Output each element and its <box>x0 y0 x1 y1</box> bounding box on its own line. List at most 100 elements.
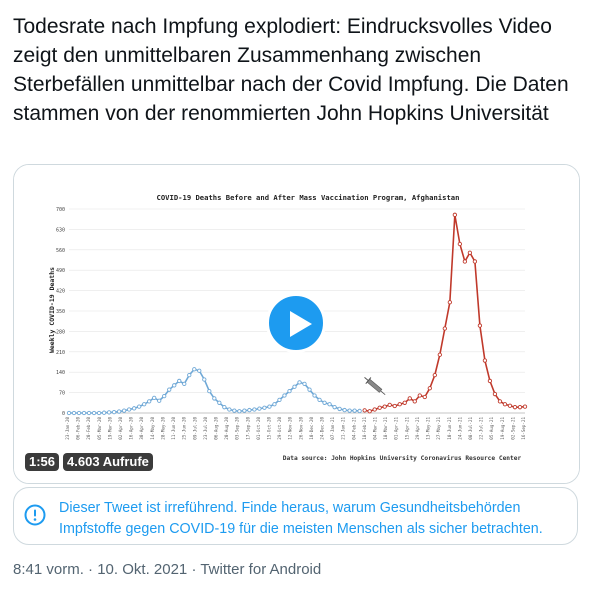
chart-data-point <box>512 405 518 410</box>
tweet-date[interactable]: 10. Okt. 2021 <box>97 561 188 578</box>
chart-data-point <box>342 407 347 413</box>
chart-data-point <box>126 407 132 412</box>
chart-data-point <box>66 410 72 416</box>
chart-y-tick-label: 140 <box>56 370 65 376</box>
chart-y-tick-label: 350 <box>56 309 65 315</box>
chart-video-frame: COVID-19 Deaths Before and After Mass Va… <box>14 165 579 483</box>
chart-data-point <box>76 410 82 416</box>
chart-x-tick-label: 06-Feb-20 <box>76 417 81 440</box>
chart-x-tick-label: 23-Jan-20 <box>65 417 70 440</box>
chart-data-point <box>177 378 182 384</box>
chart-data-point <box>482 358 488 363</box>
tweet-metadata: 8:41 vorm. · 10. Okt. 2021 · Twitter for… <box>13 561 321 578</box>
tweet-text: Todesrate nach Impfung explodiert: Eindr… <box>13 15 569 125</box>
video-player[interactable]: COVID-19 Deaths Before and After Mass Va… <box>13 164 580 484</box>
chart-data-point <box>257 406 262 411</box>
chart-x-tick-label: 07-Jan-21 <box>330 417 335 440</box>
chart-data-point <box>382 404 387 409</box>
chart-data-point <box>272 402 277 407</box>
chart-data-point <box>212 396 217 401</box>
chart-data-point <box>332 405 337 410</box>
chart-x-tick-label: 29-Oct-20 <box>277 417 282 440</box>
chart-data-point <box>121 408 127 413</box>
chart-data-point <box>437 352 442 357</box>
chart-x-tick-label: 30-Apr-20 <box>139 417 144 440</box>
chart-data-point <box>477 323 483 328</box>
chart-data-point <box>292 384 297 389</box>
chart-data-point <box>192 367 197 372</box>
chart-data-point <box>462 259 468 264</box>
chart-data-point <box>322 400 327 405</box>
play-button[interactable] <box>266 293 326 353</box>
chart-data-point <box>377 405 382 410</box>
chart-x-tick-label: 17-Sep-20 <box>245 417 250 440</box>
chart-data-point <box>172 383 177 388</box>
chart-data-point <box>137 404 142 409</box>
chart-x-tick-label: 12-Nov-20 <box>288 417 293 440</box>
chart-data-point <box>472 259 478 264</box>
chart-data-point <box>242 408 247 413</box>
chart-x-tick-label: 02-Sep-21 <box>510 417 515 440</box>
chart-data-point <box>327 402 332 407</box>
chart-x-tick-label: 06-Aug-20 <box>213 417 218 440</box>
chart-x-tick-label: 23-Jul-20 <box>203 417 208 440</box>
chart-x-tick-label: 20-Aug-20 <box>224 417 229 440</box>
chart-x-tick-label: 19-Aug-21 <box>500 417 505 440</box>
chart-data-point <box>267 404 272 409</box>
chart-data-point <box>347 408 352 413</box>
chart-data-point <box>422 394 427 400</box>
chart-data-point <box>412 399 417 404</box>
chart-data-point <box>397 402 402 407</box>
chart-data-point <box>452 212 457 217</box>
chart-x-tick-label: 10-Dec-20 <box>309 417 314 440</box>
chart-y-tick-label: 490 <box>56 268 65 274</box>
chart-data-point <box>277 397 282 403</box>
misleading-notice-text[interactable]: Dieser Tweet ist irreführend. Finde hera… <box>59 500 543 537</box>
chart-data-point <box>71 410 77 416</box>
misleading-notice[interactable]: Dieser Tweet ist irreführend. Finde hera… <box>13 487 578 545</box>
chart-data-point <box>392 403 397 409</box>
chart-data-point <box>252 407 257 412</box>
chart-x-tick-label: 05-Aug-21 <box>489 417 494 440</box>
chart-x-tick-label: 03-Sep-20 <box>235 417 240 440</box>
chart-data-point <box>357 408 362 414</box>
chart-data-point <box>157 398 162 403</box>
chart-data-point <box>402 400 407 405</box>
chart-x-tick-label: 26-Nov-20 <box>298 417 303 440</box>
chart-data-point <box>492 391 498 397</box>
chart-data-point <box>96 410 102 416</box>
chart-x-tick-label: 15-Apr-21 <box>404 417 409 440</box>
chart-data-point <box>81 410 87 416</box>
chart-data-point <box>387 402 392 407</box>
chart-data-point <box>507 403 513 408</box>
tweet-source[interactable]: Twitter for Android <box>200 561 322 578</box>
chart-data-point <box>91 410 97 416</box>
chart-data-point <box>101 410 107 415</box>
chart-data-point <box>202 377 207 382</box>
chart-y-tick-label: 280 <box>56 329 65 335</box>
chart-title: COVID-19 Deaths Before and After Mass Va… <box>157 193 460 202</box>
chart-y-tick-label: 420 <box>56 289 65 295</box>
chart-x-tick-label: 16-Sep-21 <box>521 417 526 440</box>
tweet-time[interactable]: 8:41 vorm. <box>13 561 84 578</box>
chart-data-point <box>152 395 157 400</box>
chart-data-point <box>427 386 432 391</box>
chart-data-point <box>111 409 117 415</box>
chart-x-tick-label: 25-Jun-20 <box>182 417 187 440</box>
chart-data-point <box>522 404 528 409</box>
chart-y-axis-label: Weekly COVID-19 Deaths <box>48 267 56 353</box>
chart-data-point <box>337 406 342 412</box>
chart-x-tick-label: 11-Jun-20 <box>171 417 176 440</box>
chart-y-tick-label: 0 <box>62 411 65 417</box>
meta-separator: · <box>83 561 98 578</box>
chart-data-point <box>182 381 187 387</box>
chart-y-tick-label: 70 <box>59 391 65 397</box>
chart-data-point <box>487 378 493 384</box>
chart-data-point <box>407 396 412 401</box>
chart-data-point <box>317 397 322 403</box>
chart-data-point <box>297 380 302 385</box>
chart-x-tick-label: 19-Mar-20 <box>107 417 112 440</box>
chart-data-point <box>442 326 447 331</box>
chart-data-point <box>312 393 317 398</box>
chart-data-point <box>162 393 167 399</box>
